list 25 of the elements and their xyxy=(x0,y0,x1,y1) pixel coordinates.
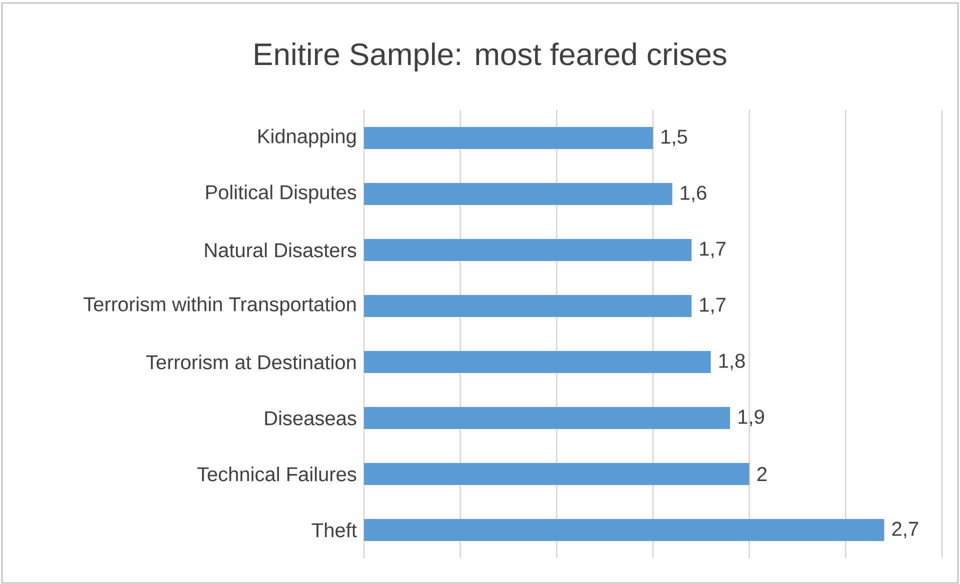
bar xyxy=(364,351,711,374)
data-label: 1,8 xyxy=(719,354,745,370)
data-label: 1,9 xyxy=(738,410,764,426)
bar xyxy=(364,407,730,430)
data-label: 1,7 xyxy=(700,242,726,258)
y-tick-label: Technical Failures xyxy=(197,466,356,482)
data-label: 1,5 xyxy=(662,130,688,146)
bar xyxy=(364,519,884,541)
bar xyxy=(364,127,653,150)
y-tick-label: Natural Disasters xyxy=(205,242,356,258)
y-tick-label: Terrorism at Destination xyxy=(146,354,356,370)
data-label: 1,6 xyxy=(680,186,706,202)
y-tick-label: Political Disputes xyxy=(206,184,356,204)
y-tick-label: Theft xyxy=(312,522,357,538)
bar xyxy=(364,239,692,262)
data-label: 2 xyxy=(757,467,767,481)
data-label: 2,7 xyxy=(892,522,918,538)
y-tick-label: Terrorism within Transportation xyxy=(84,296,356,316)
bar xyxy=(364,183,672,206)
chart-title: Enitire Sample: most feared crises xyxy=(255,42,726,72)
y-tick-label: Diseaseas xyxy=(265,410,356,426)
data-label: 1,7 xyxy=(700,298,726,314)
bar xyxy=(364,295,692,318)
bar xyxy=(364,463,750,485)
y-tick-label: Kidnapping xyxy=(258,128,356,148)
